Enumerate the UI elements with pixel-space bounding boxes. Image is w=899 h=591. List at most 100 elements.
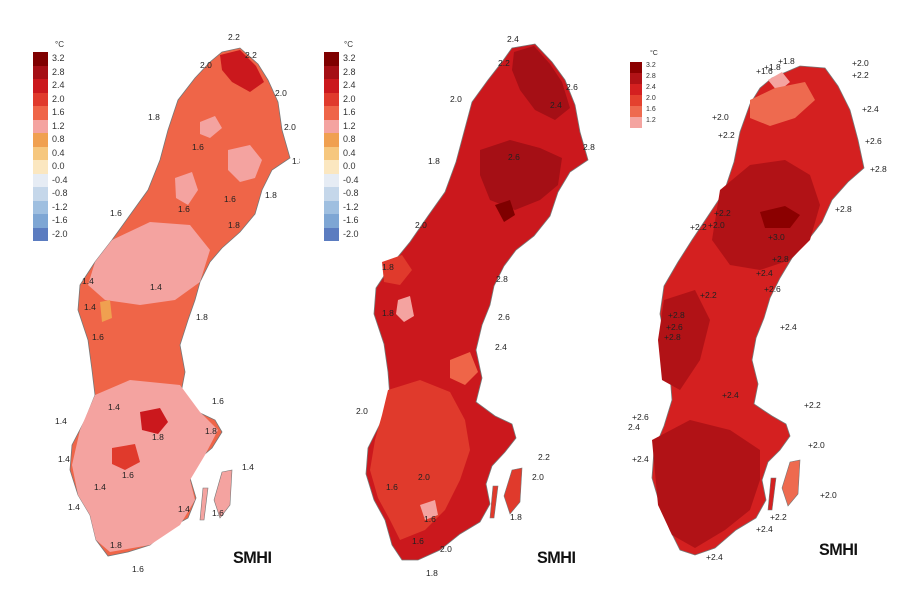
contour-label: +2.0	[712, 112, 729, 122]
contour-label: 1.8	[110, 540, 122, 550]
contour-label: 1.6	[224, 194, 236, 204]
map-panel-1: °C 3.2 2.8 2.4 2.0 1.6 1.2 0.8 0.4 0.0 -0.4 -0.8 -1…	[0, 0, 300, 591]
island-oland	[767, 477, 777, 511]
contour-label: 1.8	[205, 426, 217, 436]
hot-region	[760, 206, 800, 228]
legend-swatch	[33, 146, 48, 160]
legend-swatch	[33, 227, 48, 241]
legend-label: 2.8	[343, 66, 356, 77]
legend-label: 3.2	[343, 53, 356, 63]
contour-label: +2.4	[706, 552, 723, 562]
cool-region	[228, 145, 262, 182]
contour-label: +2.4	[756, 268, 773, 278]
contour-label: +2.8	[772, 254, 789, 264]
map-panel-2: °C 3.2 2.8 2.4 2.0 1.6 1.2 0.8 0.4 0.0 -0.4 -0.8 -1…	[300, 0, 600, 591]
legend-swatch	[33, 52, 48, 66]
legend-swatch	[324, 52, 339, 66]
cool-region	[200, 116, 222, 138]
contour-label: +2.4	[632, 454, 649, 464]
contour-label: 1.8	[510, 512, 522, 522]
legend-label: 1.6	[52, 107, 65, 117]
contour-label: +2.2	[852, 70, 869, 80]
legend-swatch	[630, 106, 642, 117]
legend-label: -1.6	[343, 215, 359, 225]
island-oland	[199, 487, 209, 521]
mild-region	[100, 300, 112, 322]
contour-label: +2.8	[668, 310, 685, 320]
legend-label: -0.4	[52, 174, 68, 185]
legend-swatch	[324, 187, 339, 201]
legend-swatch	[324, 65, 339, 79]
cool-region	[175, 172, 198, 205]
contour-label: 2.4	[550, 100, 562, 110]
legend-label: 0.4	[343, 147, 356, 158]
legend-label: 1.6	[343, 107, 356, 117]
contour-label: +2.0	[852, 58, 869, 68]
contour-label: 2.0	[284, 122, 296, 132]
legend-swatch	[324, 200, 339, 214]
contour-label: 1.4	[108, 402, 120, 412]
contour-label: 2.8	[496, 274, 508, 284]
legend-label: -0.4	[343, 174, 359, 185]
contour-label-group: 2.2 2.2 2.0 2.0 2.0 1.8 1.8 1.6 1.8 1.6 1.6 1.8 1.6 1…	[55, 32, 300, 574]
legend-swatch	[33, 200, 48, 214]
legend-swatch	[630, 62, 642, 73]
smhi-logo: SMHI	[233, 548, 272, 567]
contour-label: +2.6	[764, 284, 781, 294]
warm-region	[220, 50, 264, 92]
contour-label: 1.4	[150, 282, 162, 292]
legend-swatch	[324, 106, 339, 120]
contour-label: +2.2	[700, 290, 717, 300]
warm-region	[140, 408, 168, 434]
temperature-map-2: 2.4 2.2 2.0 2.4 2.6 1.8 2.6 2.8 2.0 1.8 2.8 1.8 2.6 2…	[356, 34, 595, 578]
legend-label: 0.0	[52, 161, 65, 171]
legend-label: 1.2	[52, 120, 65, 131]
contour-label: 2.4	[507, 34, 519, 44]
contour-label: +2.0	[808, 440, 825, 450]
contour-label: 1.6	[192, 142, 204, 152]
contour-label: 2.0	[440, 544, 452, 554]
legend-swatch	[33, 65, 48, 79]
contour-label: 2.0	[415, 220, 427, 230]
legend-label: 1.2	[343, 120, 356, 131]
legend-swatch	[33, 173, 48, 187]
contour-label: 1.4	[68, 502, 80, 512]
contour-label: 1.6	[178, 204, 190, 214]
legend-label: 3.2	[646, 62, 656, 69]
contour-label: 1.4	[242, 462, 254, 472]
contour-label: 1.6	[212, 508, 224, 518]
temperature-map-1: 2.2 2.2 2.0 2.0 2.0 1.8 1.8 1.6 1.8 1.6 1.6 1.8 1.6 1…	[55, 32, 300, 574]
contour-label: 2.0	[450, 94, 462, 104]
contour-label: 2.8	[583, 142, 595, 152]
cool-region	[72, 380, 218, 552]
contour-label: 2.2	[245, 50, 257, 60]
contour-label: 1.8	[196, 312, 208, 322]
legend-label: 2.4	[52, 80, 65, 90]
legend-label: -0.8	[343, 188, 359, 198]
legend-swatch	[33, 133, 48, 147]
contour-label: 1.8	[265, 190, 277, 200]
contour-label: +2.4	[756, 524, 773, 534]
legend-label: -2.0	[343, 228, 359, 239]
contour-label: 1.4	[58, 454, 70, 464]
legend-label: -1.2	[343, 201, 359, 212]
legend-swatch	[324, 173, 339, 187]
contour-label: 1.6	[424, 514, 436, 524]
contour-label: 1.6	[386, 482, 398, 492]
legend-unit: °C	[55, 40, 64, 49]
legend-label: 1.2	[646, 117, 656, 124]
legend-label: 2.8	[52, 66, 65, 77]
contour-label: 2.6	[498, 312, 510, 322]
legend-swatch	[630, 95, 642, 106]
hot-region	[652, 420, 760, 548]
legend-label: 2.4	[343, 80, 356, 90]
contour-label: 2.2	[538, 452, 550, 462]
legend-label: 2.4	[646, 84, 656, 91]
contour-label: 1.8	[426, 568, 438, 578]
contour-label: 2.0	[418, 472, 430, 482]
contour-label: +1.6	[756, 66, 773, 76]
contour-label: +2.4	[780, 322, 797, 332]
contour-label: +2.2	[714, 208, 731, 218]
legend-label: 3.2	[52, 53, 65, 63]
contour-label: 1.4	[55, 416, 67, 426]
